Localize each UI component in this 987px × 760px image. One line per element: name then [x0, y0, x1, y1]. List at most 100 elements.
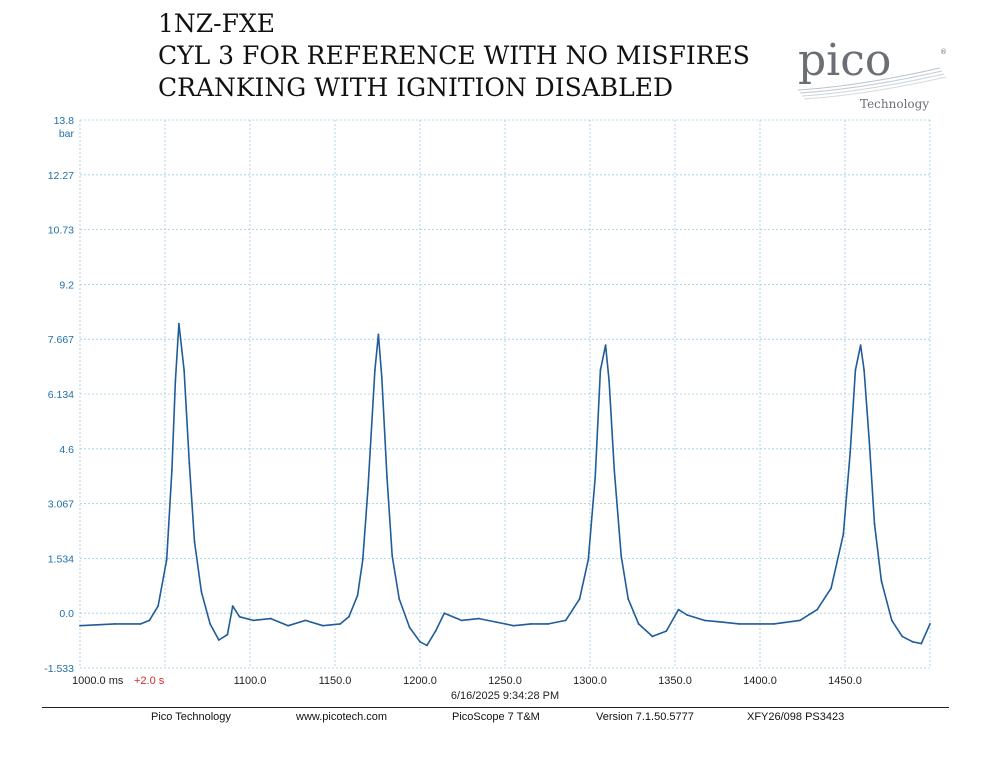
title-line-1: 1NZ-FXE — [158, 9, 275, 38]
x-tick-label: 1150.0 — [319, 675, 352, 687]
data-point — [386, 476, 388, 479]
data-point — [408, 626, 411, 629]
y-tick-label: 4.6 — [59, 444, 74, 456]
data-point — [627, 598, 630, 600]
data-point — [594, 476, 597, 479]
data-point — [361, 558, 364, 561]
data-point — [356, 594, 359, 597]
data-point — [637, 623, 640, 625]
data-point — [113, 623, 116, 625]
data-point — [339, 623, 342, 625]
data-point — [193, 540, 196, 543]
data-point — [460, 619, 463, 622]
data-point — [677, 608, 680, 611]
data-point — [608, 380, 610, 382]
data-point — [419, 640, 421, 643]
data-point — [613, 469, 616, 472]
timestamp-label: 6/16/2025 9:34:28 PM — [451, 690, 559, 702]
title-line-3: CRANKING WITH IGNITION DISABLED — [158, 73, 674, 102]
pico-technology-logo: pico Technology ® — [797, 38, 947, 111]
data-point — [720, 621, 723, 624]
data-point — [426, 644, 428, 647]
y-axis-unit-label: bar — [59, 128, 75, 140]
data-point — [911, 640, 914, 643]
footer-device: XFY26/098 PS3423 — [747, 711, 845, 723]
data-point — [873, 522, 876, 525]
x-tick-label: 1350.0 — [658, 675, 692, 687]
footer-product: PicoScope 7 T&M — [452, 711, 540, 723]
title-block: 1NZ-FXE CYL 3 FOR REFERENCE WITH NO MISF… — [158, 8, 750, 104]
footer-version: Version 7.1.50.5777 — [596, 711, 694, 723]
data-point — [79, 624, 81, 627]
data-point — [373, 369, 376, 372]
data-point — [798, 619, 801, 622]
data-point — [859, 344, 862, 347]
series-line — [79, 322, 931, 647]
y-tick-label: 3.067 — [48, 499, 74, 511]
y-tick-label: 13.8 — [54, 115, 75, 127]
logo-brand-text: pico — [798, 38, 891, 86]
data-point — [478, 617, 480, 620]
data-point — [391, 555, 394, 557]
x-tick-label: 1200.0 — [403, 675, 437, 687]
chart-grid — [79, 119, 931, 669]
data-point — [929, 623, 931, 625]
data-point — [530, 623, 532, 625]
y-tick-label: 7.667 — [48, 334, 74, 346]
data-point — [495, 621, 498, 624]
series-group — [79, 322, 931, 647]
data-point — [686, 614, 689, 616]
y-tick-label: 1.534 — [48, 553, 74, 565]
title-line-2: CYL 3 FOR REFERENCE WITH NO MISFIRES — [158, 41, 750, 70]
data-point — [148, 619, 151, 622]
data-point — [165, 558, 168, 561]
data-point — [304, 619, 307, 622]
data-point — [772, 623, 775, 625]
data-point — [209, 623, 212, 625]
y-tick-label: 9.2 — [59, 279, 74, 291]
y-tick-label: 6.134 — [48, 389, 74, 401]
data-point — [183, 369, 185, 372]
x-tick-label: 1100.0 — [234, 675, 267, 687]
x-tick-label: 1250.0 — [488, 675, 522, 687]
y-tick-labels: 13.8 12.27 10.73 9.2 7.667 6.134 4.6 3.067 1.534… — [44, 115, 74, 675]
x-offset-label: +2.0 s — [134, 675, 165, 687]
data-point — [863, 369, 865, 372]
data-point — [665, 630, 668, 632]
y-tick-label: -1.533 — [44, 663, 74, 675]
data-point — [321, 624, 324, 627]
data-point — [651, 635, 654, 638]
data-point — [880, 580, 883, 582]
chart: 13.8 12.27 10.73 9.2 7.667 6.134 4.6 3.067 1.534… — [44, 115, 931, 702]
data-point — [377, 333, 380, 336]
x-tick-labels: 1000.0 ms 1100.0 1150.0 1200.0 1250.0 1300.0 1… — [72, 675, 862, 687]
logo-sub-text: Technology — [860, 97, 929, 111]
footer-divider — [42, 707, 949, 708]
data-point — [174, 380, 177, 382]
data-point — [738, 623, 741, 625]
data-point — [920, 642, 923, 645]
data-point — [139, 623, 142, 625]
data-point — [849, 451, 852, 454]
data-point — [564, 619, 567, 622]
registered-mark-icon: ® — [940, 48, 947, 56]
data-point — [188, 462, 191, 465]
data-point — [367, 487, 369, 490]
data-point — [226, 633, 229, 636]
data-point — [171, 469, 173, 472]
data-point — [157, 605, 159, 607]
footer-website: www.picotech.com — [296, 711, 388, 723]
data-point — [217, 639, 220, 641]
data-point — [269, 617, 272, 620]
data-point — [842, 533, 845, 536]
y-tick-label: 0.0 — [59, 608, 74, 620]
data-point — [231, 605, 234, 607]
data-point — [512, 624, 515, 627]
data-point — [868, 440, 871, 443]
data-point — [398, 598, 401, 600]
data-point — [830, 587, 833, 590]
logo-swoosh-icon — [797, 67, 947, 100]
footer-company: Pico Technology — [151, 711, 231, 723]
x-tick-label: 1000.0 ms — [72, 675, 124, 687]
data-point — [578, 598, 581, 600]
